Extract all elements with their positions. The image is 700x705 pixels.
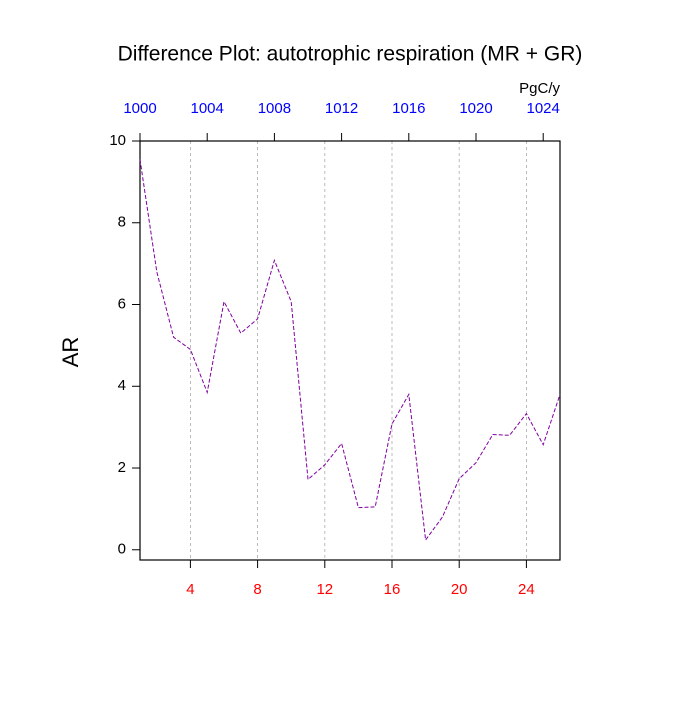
y-tick-label: 8 [118,214,126,231]
x2-tick-label: 1024 [527,100,560,117]
x-tick-label: 4 [186,581,194,598]
x2-tick-label: 1016 [392,100,425,117]
y-tick-label: 10 [109,132,126,149]
x2-tick-label: 1008 [258,100,291,117]
plot-frame [139,140,561,561]
y-axis-label: AR [58,337,83,368]
x-tick-label: 12 [316,581,333,598]
chart-title: Difference Plot: autotrophic respiration… [118,43,583,66]
x2-axis-label: PgC/y [519,80,560,97]
x-tick-label: 20 [451,581,468,598]
x2-tick-label: 1020 [459,100,492,117]
y-tick-label: 4 [118,377,126,394]
x-tick-label: 24 [518,581,535,598]
x2-tick-label: 1004 [191,100,224,117]
x2-tick-label: 1000 [123,100,156,117]
y-tick-label: 0 [118,541,126,558]
y-tick-label: 6 [118,295,126,312]
data-line [139,159,561,542]
x-tick-label: 8 [253,581,261,598]
x-tick-label: 16 [384,581,401,598]
y-tick-label: 2 [118,459,126,476]
x2-tick-label: 1012 [325,100,358,117]
